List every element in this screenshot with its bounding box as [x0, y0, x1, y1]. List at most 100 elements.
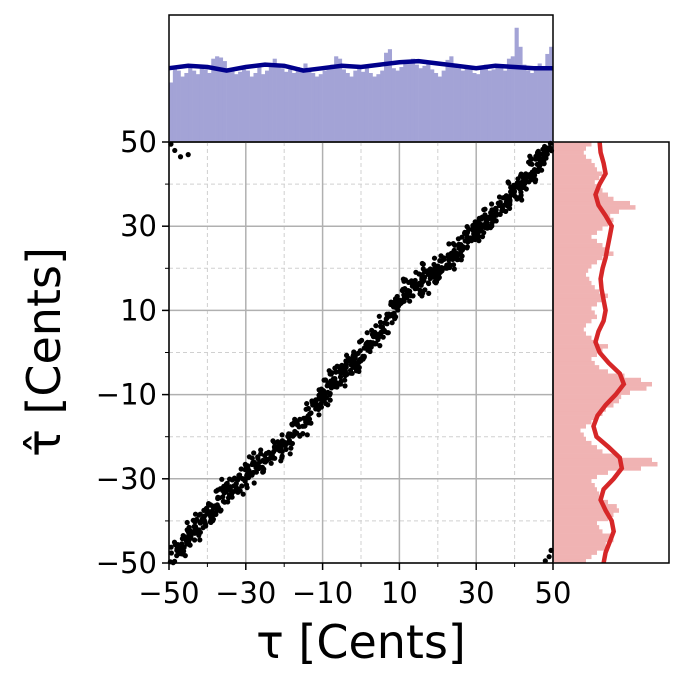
- scatter-point: [437, 258, 443, 264]
- scatter-point: [345, 355, 352, 362]
- scatter-point: [233, 486, 239, 492]
- scatter-point: [233, 480, 239, 487]
- scatter-point: [531, 174, 537, 180]
- y-histogram-bar: [553, 348, 603, 353]
- scatter-point: [313, 398, 319, 404]
- x-axis-label: τ [Cents]: [256, 615, 466, 669]
- y-histogram-bar: [553, 478, 592, 484]
- x-histogram-bar: [372, 76, 377, 142]
- y-histogram-bar: [553, 546, 608, 551]
- y-histogram-bar: [553, 360, 595, 366]
- scatter-point: [289, 440, 295, 447]
- y-histogram-bar: [553, 403, 614, 408]
- scatter-point: [496, 194, 503, 200]
- scatter-point: [459, 253, 465, 259]
- y-histogram-bar: [553, 331, 586, 336]
- y-axis-ticks: −50 −30 −10 10 30 50: [96, 125, 169, 580]
- y-tick-label: 50: [120, 125, 157, 159]
- scatter-point: [482, 214, 488, 221]
- scatter-point: [450, 241, 456, 247]
- x-histogram-bar: [241, 69, 247, 142]
- scatter-point: [472, 226, 479, 232]
- x-histogram-bar: [541, 68, 546, 142]
- x-histogram-bar: [195, 74, 201, 142]
- scatter-point: [201, 517, 207, 523]
- scatter-point: [479, 234, 486, 240]
- scatter-point: [391, 310, 397, 316]
- x-histogram-bar: [410, 58, 416, 143]
- scatter-point: [360, 353, 366, 359]
- scatter-point: [359, 337, 365, 343]
- x-histogram-bar: [272, 58, 277, 143]
- y-histogram-bar: [553, 512, 614, 517]
- y-histogram-bar: [553, 205, 636, 210]
- scatter-point: [296, 424, 302, 430]
- scatter-point: [271, 440, 277, 446]
- scatter-point: [356, 358, 363, 364]
- scatter-point: [220, 494, 226, 500]
- scatter-point: [201, 513, 208, 519]
- x-histogram-bar: [491, 69, 496, 142]
- scatter-point: [417, 287, 423, 293]
- scatter-point: [339, 366, 345, 372]
- scatter-point: [522, 177, 528, 183]
- scatter-point: [201, 507, 207, 513]
- scatter-point: [184, 519, 190, 526]
- x-histogram-bar: [172, 68, 177, 142]
- x-histogram-bar: [384, 52, 389, 142]
- scatter-point: [238, 466, 244, 472]
- scatter-point: [289, 421, 295, 427]
- scatter-point: [372, 333, 378, 339]
- scatter-point: [450, 255, 456, 261]
- y-histogram-bar: [553, 158, 592, 164]
- scatter-point: [242, 467, 248, 473]
- scatter-point: [373, 323, 379, 329]
- scatter-point: [297, 416, 303, 422]
- x-histogram-bar: [361, 71, 366, 142]
- scatter-point: [283, 446, 289, 452]
- scatter-point: [365, 339, 371, 345]
- scatter-point: [532, 179, 538, 185]
- x-histogram-bar: [387, 49, 393, 142]
- scatter-point: [304, 401, 310, 407]
- scatter-point: [446, 241, 452, 247]
- scatter-point: [455, 236, 461, 242]
- scatter-point: [476, 238, 482, 244]
- x-histogram-bar: [395, 70, 400, 142]
- scatter-point: [523, 186, 529, 192]
- scatter-point: [215, 495, 221, 502]
- x-histogram-bar: [537, 63, 542, 142]
- y-histogram-bar: [553, 192, 608, 198]
- scatter-point: [327, 397, 333, 403]
- y-tick-label: −50: [96, 546, 157, 580]
- y-histogram-bar: [553, 306, 592, 311]
- y-histogram-bar: [553, 221, 608, 227]
- y-histogram-bar: [553, 436, 586, 442]
- scatter-point: [518, 194, 524, 200]
- scatter-point: [192, 519, 198, 525]
- scatter-point: [518, 189, 524, 195]
- scatter-point: [172, 147, 178, 154]
- scatter-point: [223, 481, 229, 487]
- y-histogram-bar: [553, 226, 603, 231]
- scatter-point: [384, 321, 390, 327]
- x-histogram-bar: [449, 56, 454, 142]
- x-tick-label: 10: [381, 576, 418, 610]
- scatter-point: [378, 323, 384, 330]
- scatter-point: [168, 544, 174, 550]
- y-histogram-bar: [553, 407, 606, 412]
- scatter-point: [410, 293, 416, 299]
- x-histogram-bar: [303, 63, 308, 142]
- scatter-point: [197, 520, 203, 526]
- scatter-point: [253, 462, 259, 468]
- scatter-point: [419, 260, 425, 267]
- y-histogram-bar: [553, 335, 592, 341]
- scatter-point: [245, 471, 251, 477]
- scatter-point: [214, 502, 220, 508]
- y-histogram-bar: [553, 142, 592, 147]
- scatter-point: [425, 271, 431, 277]
- x-histogram-bar: [353, 70, 358, 142]
- x-histogram-bar: [280, 68, 285, 142]
- scatter-point: [426, 280, 432, 287]
